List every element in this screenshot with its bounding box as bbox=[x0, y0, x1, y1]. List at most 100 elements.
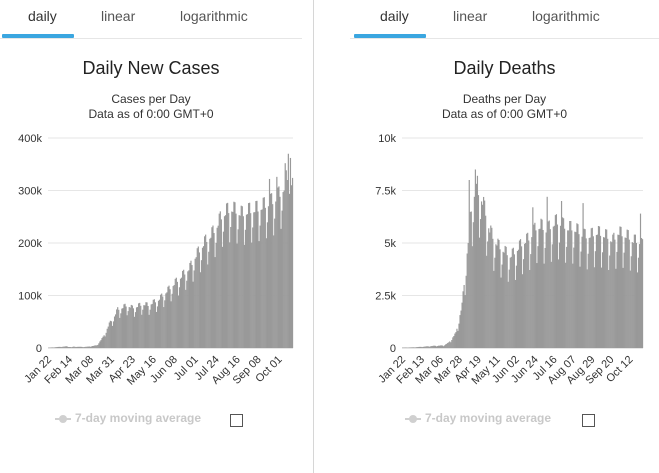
bar bbox=[193, 270, 195, 348]
bar bbox=[284, 163, 286, 348]
tab-linear[interactable]: linear bbox=[453, 8, 488, 24]
bar bbox=[251, 242, 253, 348]
bar bbox=[65, 346, 67, 348]
bar bbox=[463, 285, 465, 348]
bar bbox=[622, 267, 624, 348]
bar bbox=[210, 237, 212, 348]
bar bbox=[123, 304, 125, 348]
bar bbox=[597, 225, 600, 348]
bar bbox=[601, 252, 604, 348]
bar bbox=[515, 265, 518, 348]
bar bbox=[528, 240, 530, 348]
bar bbox=[50, 347, 52, 348]
bar bbox=[619, 226, 621, 348]
tab-linear[interactable]: linear bbox=[101, 8, 136, 24]
moving-average-checkbox[interactable] bbox=[582, 414, 595, 427]
tab-daily[interactable]: daily bbox=[380, 8, 409, 24]
bar bbox=[579, 266, 581, 348]
bar bbox=[276, 176, 278, 348]
bar bbox=[95, 345, 97, 348]
bar bbox=[599, 235, 602, 348]
tab-logarithmic[interactable]: logarithmic bbox=[532, 8, 600, 24]
bar bbox=[199, 272, 202, 348]
bar bbox=[142, 309, 144, 348]
bar bbox=[478, 237, 481, 348]
bar bbox=[86, 346, 88, 348]
bar bbox=[185, 289, 187, 348]
bar bbox=[220, 219, 222, 349]
bar bbox=[89, 346, 92, 348]
chart-tabs: daily linear logarithmic bbox=[0, 0, 302, 39]
bar bbox=[552, 226, 554, 348]
bar bbox=[426, 346, 428, 348]
bar bbox=[418, 346, 420, 348]
legend-moving-average[interactable]: 7-day moving average bbox=[55, 411, 201, 425]
bar bbox=[445, 344, 447, 348]
bar bbox=[186, 280, 188, 348]
bar bbox=[258, 241, 260, 348]
bar bbox=[182, 270, 184, 348]
bar bbox=[620, 226, 622, 348]
bar bbox=[214, 257, 216, 348]
bar bbox=[264, 207, 266, 348]
bar bbox=[566, 246, 568, 348]
bar bbox=[584, 229, 586, 348]
bar bbox=[217, 225, 219, 348]
bar bbox=[465, 275, 467, 348]
bar bbox=[67, 347, 70, 348]
bar bbox=[629, 270, 631, 348]
bar bbox=[406, 347, 408, 348]
bar bbox=[603, 237, 605, 348]
bar bbox=[404, 347, 406, 348]
tab-daily[interactable]: daily bbox=[28, 8, 57, 24]
bar bbox=[639, 213, 642, 348]
tab-logarithmic[interactable]: logarithmic bbox=[180, 8, 248, 24]
bar bbox=[412, 347, 414, 348]
bar bbox=[630, 256, 632, 348]
bar bbox=[460, 310, 462, 348]
bar bbox=[192, 281, 194, 348]
bar bbox=[507, 281, 509, 348]
bar bbox=[165, 293, 167, 348]
moving-average-checkbox[interactable] bbox=[230, 414, 243, 427]
bar bbox=[259, 225, 261, 348]
bar bbox=[120, 313, 122, 348]
bar bbox=[461, 302, 463, 348]
bar bbox=[565, 262, 567, 348]
bar bbox=[227, 202, 229, 348]
bar bbox=[291, 177, 294, 348]
bar bbox=[571, 230, 573, 348]
y-tick-label: 100k bbox=[18, 291, 42, 303]
bar bbox=[524, 243, 526, 348]
chart-subtitle: Deaths per Day bbox=[462, 92, 547, 106]
bar bbox=[442, 345, 444, 348]
bar bbox=[253, 212, 255, 348]
bar bbox=[274, 218, 276, 348]
bar bbox=[87, 346, 89, 348]
bar bbox=[161, 293, 163, 348]
bar bbox=[98, 343, 100, 348]
bar bbox=[221, 246, 223, 348]
bar bbox=[204, 236, 206, 348]
bar bbox=[540, 218, 542, 348]
bar bbox=[504, 245, 506, 348]
bar bbox=[156, 306, 159, 348]
bar bbox=[287, 153, 289, 348]
bar bbox=[405, 347, 407, 348]
bar bbox=[80, 346, 82, 348]
bar bbox=[567, 230, 569, 348]
legend-moving-average[interactable]: 7-day moving average bbox=[405, 411, 551, 425]
bar bbox=[548, 220, 550, 348]
bar bbox=[157, 300, 160, 348]
bar bbox=[236, 243, 238, 348]
legend-marker-icon bbox=[405, 414, 421, 424]
bar bbox=[452, 337, 454, 348]
bar bbox=[614, 239, 616, 348]
bar bbox=[178, 287, 181, 348]
bar bbox=[130, 304, 132, 348]
bar bbox=[489, 232, 491, 348]
bar bbox=[169, 289, 171, 348]
bar bbox=[231, 211, 233, 348]
bar bbox=[140, 305, 142, 348]
bar bbox=[179, 278, 182, 348]
